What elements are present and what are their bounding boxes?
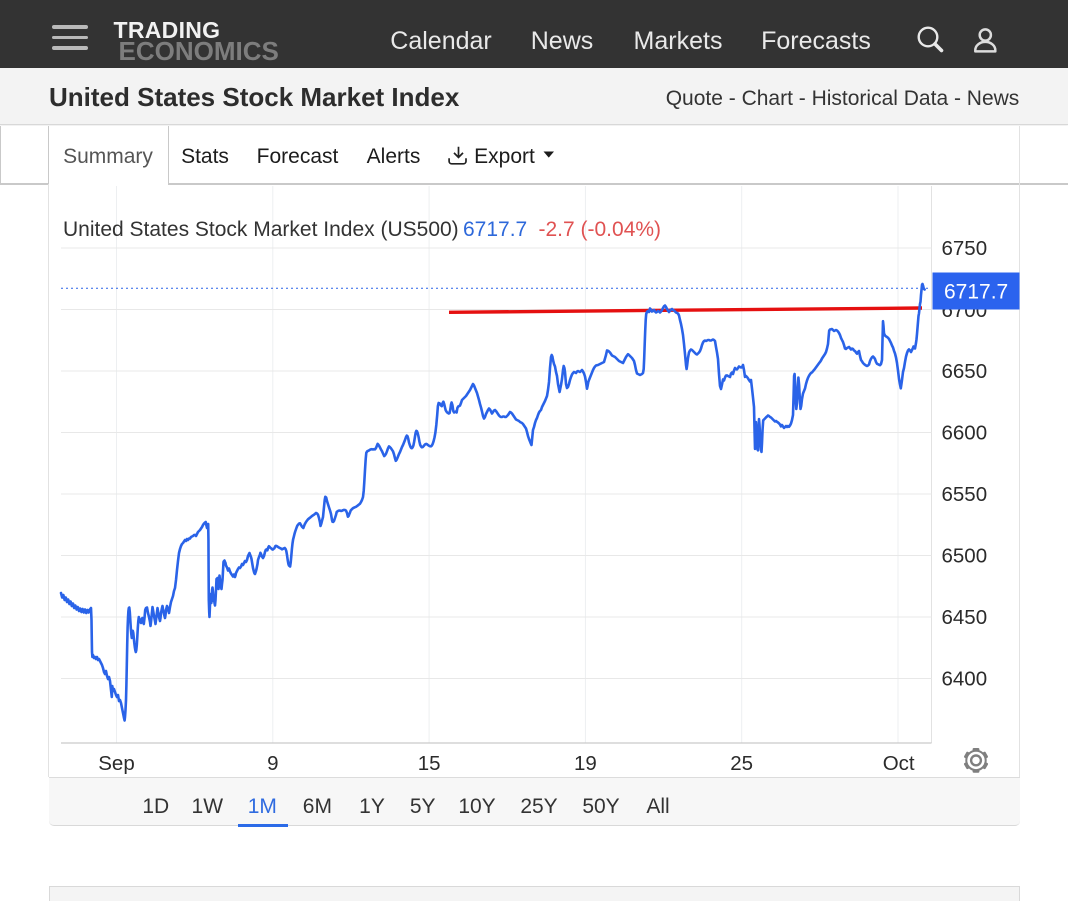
svg-text:6650: 6650	[942, 360, 988, 383]
svg-text:6550: 6550	[942, 483, 988, 506]
svg-text:Sep: Sep	[98, 752, 134, 775]
svg-text:6717.7: 6717.7	[944, 281, 1008, 304]
svg-text:25: 25	[730, 752, 753, 775]
svg-text:-2.7 (-0.04%): -2.7 (-0.04%)	[539, 218, 662, 241]
svg-text:United States Stock Market Ind: United States Stock Market Index (US500)	[63, 218, 459, 241]
svg-text:6400: 6400	[942, 668, 988, 691]
svg-text:15: 15	[418, 752, 441, 775]
svg-text:Oct: Oct	[883, 752, 915, 775]
svg-text:19: 19	[574, 752, 597, 775]
svg-text:6500: 6500	[942, 545, 988, 568]
svg-text:6450: 6450	[942, 606, 988, 629]
svg-text:9: 9	[267, 752, 278, 775]
svg-text:6600: 6600	[942, 422, 988, 445]
svg-text:6717.7: 6717.7	[463, 218, 527, 241]
svg-text:6750: 6750	[942, 237, 988, 260]
